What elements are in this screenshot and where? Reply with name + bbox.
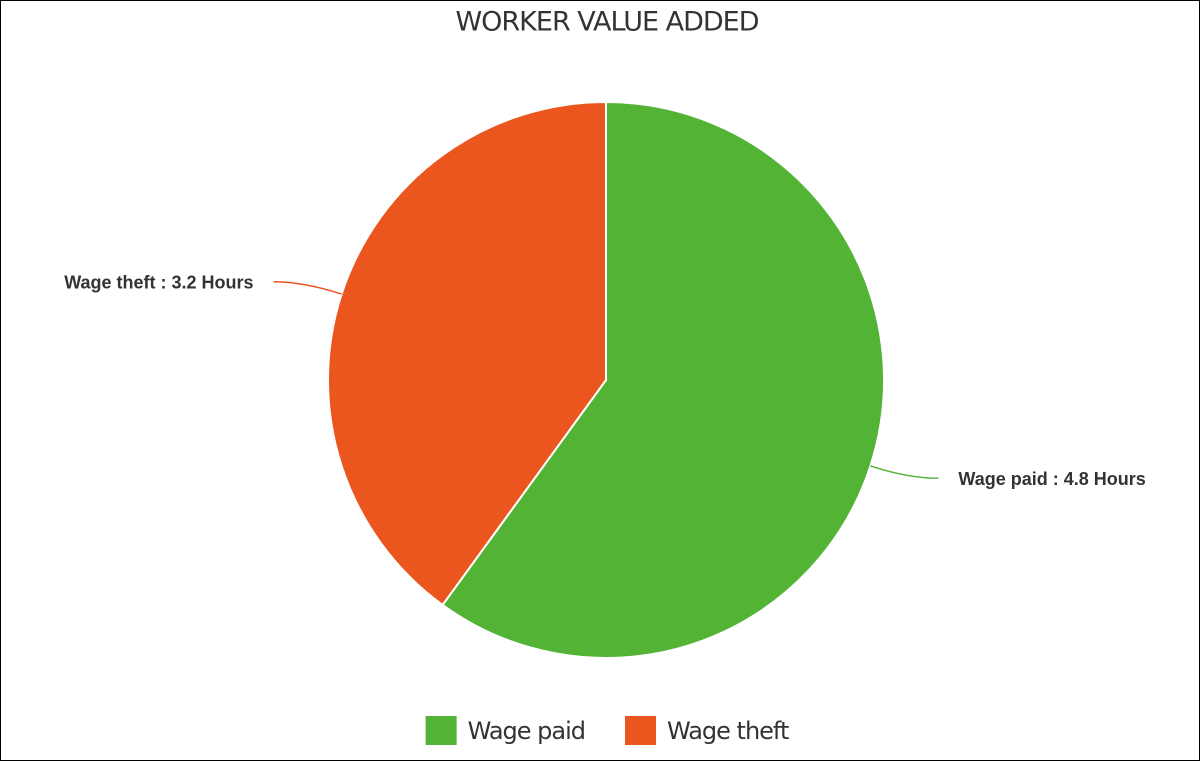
pie-slice bbox=[327, 100, 607, 607]
legend-label: Wage theft bbox=[667, 717, 789, 745]
leader-line bbox=[870, 465, 939, 480]
data-label: Wage paid : 4.8 Hours bbox=[958, 469, 1145, 489]
chart-title: WORKER VALUE ADDED bbox=[455, 7, 758, 38]
leader-line bbox=[273, 280, 342, 295]
legend-label: Wage paid bbox=[468, 717, 585, 745]
data-label: Wage theft : 3.2 Hours bbox=[64, 272, 253, 292]
pie-slice bbox=[441, 100, 885, 659]
legend-swatch bbox=[425, 716, 457, 745]
legend-swatch bbox=[625, 716, 657, 745]
